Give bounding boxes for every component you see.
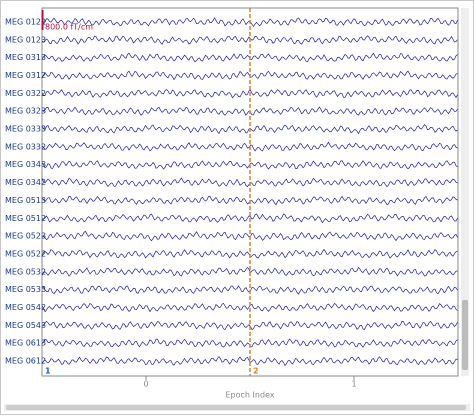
channel-label: MEG 0122 [5,18,46,27]
v-scrollbar[interactable] [461,8,469,376]
channel-label: MEG 0522 [5,249,46,258]
channel-label: MEG 0342 [5,178,46,187]
v-scroll-thumb[interactable] [462,300,468,370]
channel-label: MEG 0523 [5,232,46,241]
trace [41,213,458,224]
channel-label: MEG 0333 [5,125,46,134]
epoch-number: 1 [45,367,51,376]
trace [41,266,458,277]
trace [41,356,458,367]
channel-label: MEG 0512 [5,214,46,223]
channel-label: MEG 0343 [5,160,46,169]
trace [41,320,458,331]
scale-label: 800.0 fT/cm [45,23,93,32]
x-axis-label: Epoch Index [225,391,274,400]
channel-label: MEG 0332 [5,142,46,151]
h-scroll-thumb[interactable] [6,405,466,410]
channel-label: MEG 0613 [5,339,46,348]
channel-label: MEG 0323 [5,107,46,116]
channel-label: MEG 0322 [5,89,46,98]
trace [41,89,458,99]
x-tick-label: 1 [351,380,356,389]
trace [41,35,458,45]
channel-label: MEG 0542 [5,303,46,312]
channel-label: MEG 0313 [5,53,46,62]
channel-label: MEG 0123 [5,35,46,44]
trace [41,302,458,313]
x-tick-label: 0 [143,380,148,389]
channel-label: MEG 0513 [5,196,46,205]
channel-label: MEG 0543 [5,321,46,330]
channel-label: MEG 0533 [5,285,46,294]
epoch-number: 2 [253,367,259,376]
channel-label: MEG 0612 [5,357,46,366]
channel-label: MEG 0532 [5,267,46,276]
channel-label: MEG 0312 [5,71,46,80]
